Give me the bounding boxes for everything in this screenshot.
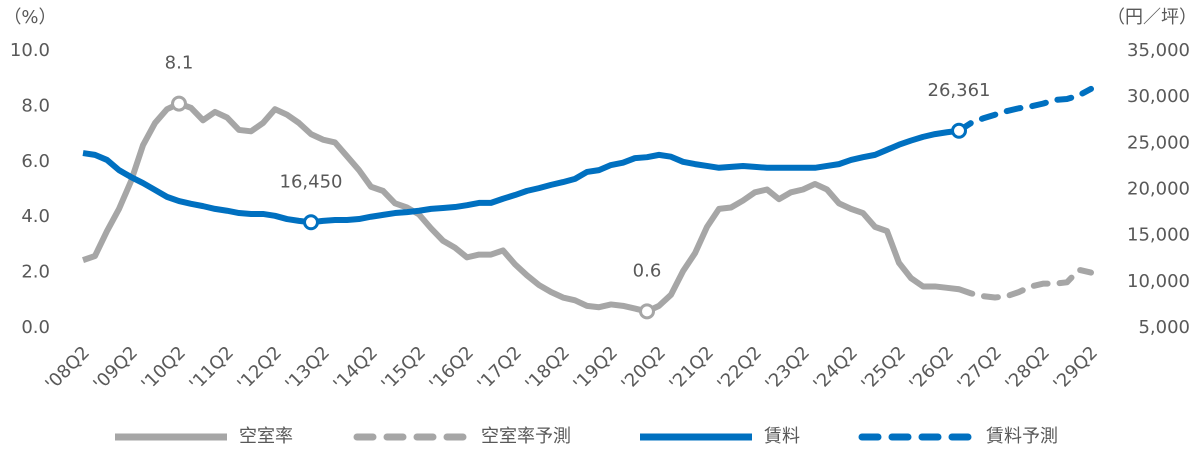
- data-label: 8.1: [165, 53, 194, 74]
- legend-label: 空室率予測: [481, 426, 571, 447]
- forecast-line: [956, 266, 1094, 301]
- x-tick-label: '25Q2: [857, 342, 910, 395]
- y2-tick-label: 25,000: [1127, 132, 1190, 153]
- x-tick-label: '21Q2: [665, 342, 718, 395]
- x-tick-label: '22Q2: [713, 342, 766, 395]
- x-tick-label: '19Q2: [569, 342, 622, 395]
- x-tick-label: '17Q2: [473, 342, 526, 395]
- y2-tick-label: 30,000: [1127, 86, 1190, 107]
- point-marker: [951, 122, 967, 139]
- x-tick-label: '11Q2: [185, 342, 238, 395]
- x-tick-label: '16Q2: [425, 342, 478, 395]
- series-line: [82, 127, 960, 226]
- series-line: [82, 100, 960, 315]
- y-tick-label: 10.0: [10, 40, 50, 61]
- x-tick-label: '12Q2: [233, 342, 286, 395]
- x-tick-label: '13Q2: [281, 342, 334, 395]
- x-tick-label: '10Q2: [137, 342, 190, 395]
- y2-axis-label: （円／坪）: [1107, 7, 1197, 28]
- y2-tick-label: 20,000: [1127, 179, 1190, 200]
- y2-tick-label: 15,000: [1127, 225, 1190, 246]
- y-tick-label: 4.0: [21, 206, 50, 227]
- y-tick-label: 6.0: [21, 151, 50, 172]
- data-label: 16,450: [280, 171, 343, 192]
- y-axis-label: （%）: [3, 7, 56, 28]
- x-tick-label: '28Q2: [1001, 342, 1054, 395]
- y-tick-label: 0.0: [21, 317, 50, 338]
- x-tick-label: '15Q2: [377, 342, 430, 395]
- x-tick-label: '08Q2: [41, 342, 94, 395]
- point-marker: [303, 214, 319, 231]
- y2-tick-label: 35,000: [1127, 40, 1190, 61]
- x-tick-label: '18Q2: [521, 342, 574, 395]
- x-tick-label: '20Q2: [617, 342, 670, 395]
- point-marker: [639, 303, 655, 320]
- y2-tick-label: 10,000: [1127, 271, 1190, 292]
- legend-label: 空室率: [239, 426, 293, 447]
- x-tick-label: '27Q2: [953, 342, 1006, 395]
- y-tick-label: 2.0: [21, 262, 50, 283]
- point-marker: [171, 95, 187, 112]
- x-tick-label: '24Q2: [809, 342, 862, 395]
- y2-tick-label: 5,000: [1138, 317, 1190, 338]
- forecast-line: [956, 85, 1094, 134]
- y-tick-label: 8.0: [21, 95, 50, 116]
- legend-label: 賃料: [764, 426, 800, 447]
- x-tick-label: '09Q2: [89, 342, 142, 395]
- x-tick-label: '29Q2: [1049, 342, 1102, 395]
- legend-label: 賃料予測: [986, 426, 1058, 447]
- data-label: 26,361: [928, 80, 991, 101]
- x-tick-label: '26Q2: [905, 342, 958, 395]
- data-label: 0.6: [633, 260, 662, 281]
- x-tick-label: '23Q2: [761, 342, 814, 395]
- x-tick-label: '14Q2: [329, 342, 382, 395]
